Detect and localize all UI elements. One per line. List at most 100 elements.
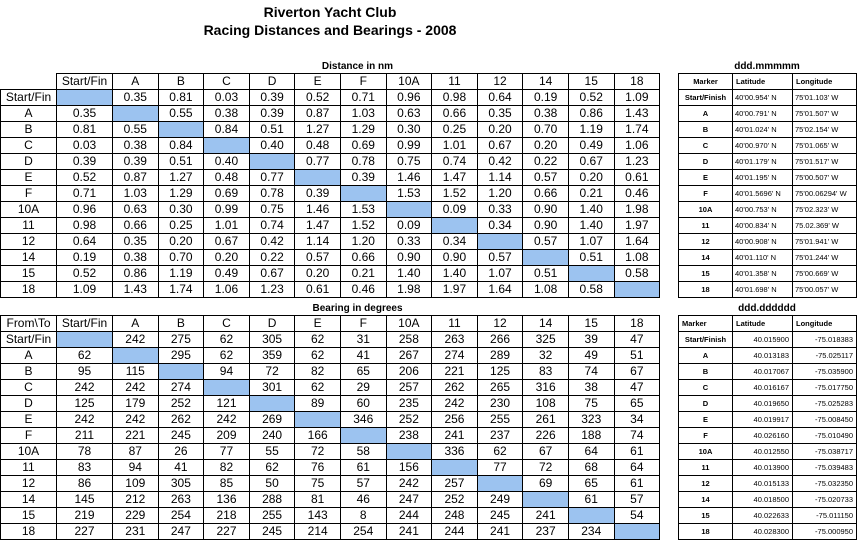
column-header: 12 bbox=[476, 315, 524, 332]
latitude-cell: 40.017067 bbox=[732, 363, 793, 380]
column-header: Start/Fin bbox=[56, 73, 113, 90]
table-cell: 221 bbox=[112, 427, 159, 444]
row-header: C bbox=[0, 379, 57, 396]
marker-name: B bbox=[678, 363, 733, 380]
marker-name: F bbox=[678, 185, 733, 202]
longitude-cell: -75.011150 bbox=[792, 507, 857, 524]
table-cell: 230 bbox=[476, 395, 524, 412]
table-cell: 242 bbox=[203, 411, 250, 428]
table-row: A 0.35 0.55 0.38 0.39 0.87 1.03 0.63 0.66 0.35 0.3… bbox=[0, 105, 661, 122]
table-row: C 40.016167 -75.017750 bbox=[678, 379, 857, 396]
row-header: B bbox=[0, 121, 57, 138]
row-header: D bbox=[0, 153, 57, 170]
table-cell: 0.63 bbox=[112, 201, 159, 218]
latitude-cell: 40'01.179' N bbox=[732, 153, 793, 170]
table-cell: 0.66 bbox=[112, 217, 159, 234]
latitude-cell: 40.012550 bbox=[732, 443, 793, 460]
table-cell: 0.38 bbox=[203, 105, 250, 122]
table-row: C 242 242 274 301 62 29 257 262 265 316 38 47 bbox=[0, 379, 661, 396]
table-cell: 62 bbox=[294, 331, 341, 348]
table-cell: 0.22 bbox=[248, 249, 296, 266]
row-header: E bbox=[0, 169, 57, 186]
table-cell: 0.34 bbox=[476, 217, 524, 234]
table-cell: 267 bbox=[385, 347, 433, 364]
table-cell: 64 bbox=[613, 459, 661, 476]
table-cell: 61 bbox=[613, 475, 661, 492]
table-cell: 143 bbox=[294, 507, 341, 524]
table-cell: 0.09 bbox=[431, 201, 478, 218]
table-cell: 1.14 bbox=[294, 233, 341, 250]
table-cell: 0.99 bbox=[203, 201, 250, 218]
table-cell: 0.40 bbox=[203, 153, 250, 170]
table-cell: 295 bbox=[157, 347, 205, 364]
marker-name: 10A bbox=[678, 201, 733, 218]
column-header: 12 bbox=[476, 73, 524, 90]
table-row: 18 40.028300 -75.000950 bbox=[678, 523, 857, 540]
table-cell: 0.58 bbox=[567, 281, 615, 298]
table-cell bbox=[294, 169, 341, 186]
table-cell: 0.90 bbox=[522, 201, 569, 218]
table-cell: 1.08 bbox=[522, 281, 569, 298]
column-header: C bbox=[203, 315, 250, 332]
table-cell: 0.77 bbox=[294, 153, 341, 170]
table-cell: 1.08 bbox=[613, 249, 661, 266]
table-cell: 121 bbox=[203, 395, 250, 412]
latitude-cell: 40'01.698' N bbox=[732, 281, 793, 298]
table-row: Start/Fin 242 275 62 305 62 31 258 263 266 325 39 47 bbox=[0, 331, 661, 348]
table-row: 11 0.98 0.66 0.25 1.01 0.74 1.47 1.52 0.09 0.34 0.… bbox=[0, 217, 661, 234]
column-header: 15 bbox=[567, 73, 615, 90]
table-cell: 256 bbox=[431, 411, 478, 428]
table-cell: 257 bbox=[385, 379, 433, 396]
table-cell: 95 bbox=[56, 363, 113, 380]
column-header: 14 bbox=[522, 315, 569, 332]
table-cell: 0.42 bbox=[248, 233, 296, 250]
table-cell: 0.78 bbox=[339, 153, 387, 170]
table-cell: 1.20 bbox=[339, 233, 387, 250]
table-cell: 1.01 bbox=[431, 137, 478, 154]
table-cell: 0.48 bbox=[203, 169, 250, 186]
table-cell: 62 bbox=[294, 379, 341, 396]
table-cell: 1.40 bbox=[431, 265, 478, 282]
table-cell: 26 bbox=[157, 443, 205, 460]
latitude-cell: 40.013183 bbox=[732, 347, 793, 364]
longitude-cell: -75.018383 bbox=[792, 331, 857, 348]
table-cell: 61 bbox=[339, 459, 387, 476]
table-cell: 0.78 bbox=[248, 185, 296, 202]
table-cell: 0.20 bbox=[522, 137, 569, 154]
latitude-cell: 40.026160 bbox=[732, 427, 793, 444]
table-cell: 82 bbox=[203, 459, 250, 476]
table-cell: 247 bbox=[385, 491, 433, 508]
latitude-cell: 40'01.195' N bbox=[732, 169, 793, 186]
longitude-cell: 75'00.057' W bbox=[792, 281, 857, 298]
table-row: E 40.019917 -75.008450 bbox=[678, 411, 857, 428]
table-row: C 40'00.970' N 75'01.065' W bbox=[678, 137, 857, 154]
table-cell: 65 bbox=[567, 475, 615, 492]
table-cell: 47 bbox=[613, 379, 661, 396]
longitude-cell: 75'01.941' W bbox=[792, 233, 857, 250]
table-cell: 0.39 bbox=[56, 153, 113, 170]
table-cell: 32 bbox=[522, 347, 569, 364]
table-cell: 0.58 bbox=[613, 265, 661, 282]
table-cell: 206 bbox=[385, 363, 433, 380]
longitude-cell: 75'00.06294' W bbox=[792, 185, 857, 202]
longitude-cell: -75.039483 bbox=[792, 459, 857, 476]
table-cell: 1.40 bbox=[567, 217, 615, 234]
table-cell: 94 bbox=[112, 459, 159, 476]
row-header: 12 bbox=[0, 233, 57, 250]
table-cell: 50 bbox=[248, 475, 296, 492]
markers-dms-table: Marker Latitude Longitude Start/Finish 40'00… bbox=[678, 73, 857, 298]
table-cell: 211 bbox=[56, 427, 113, 444]
table-cell: 0.46 bbox=[339, 281, 387, 298]
table-cell: 242 bbox=[385, 475, 433, 492]
table-cell: 249 bbox=[476, 491, 524, 508]
row-header: 12 bbox=[0, 475, 57, 492]
table-cell: 0.21 bbox=[339, 265, 387, 282]
table-cell: 0.30 bbox=[385, 121, 433, 138]
table-row: 14 0.19 0.38 0.70 0.20 0.22 0.57 0.66 0.90 0.90 0.… bbox=[0, 249, 661, 266]
row-header: C bbox=[0, 137, 57, 154]
table-cell bbox=[339, 427, 387, 444]
table-cell: 0.81 bbox=[157, 89, 205, 106]
table-row: B 0.81 0.55 0.84 0.51 1.27 1.29 0.30 0.25 0.20 0.7… bbox=[0, 121, 661, 138]
longitude-cell: 75'01.244' W bbox=[792, 249, 857, 266]
table-cell: 0.51 bbox=[567, 249, 615, 266]
